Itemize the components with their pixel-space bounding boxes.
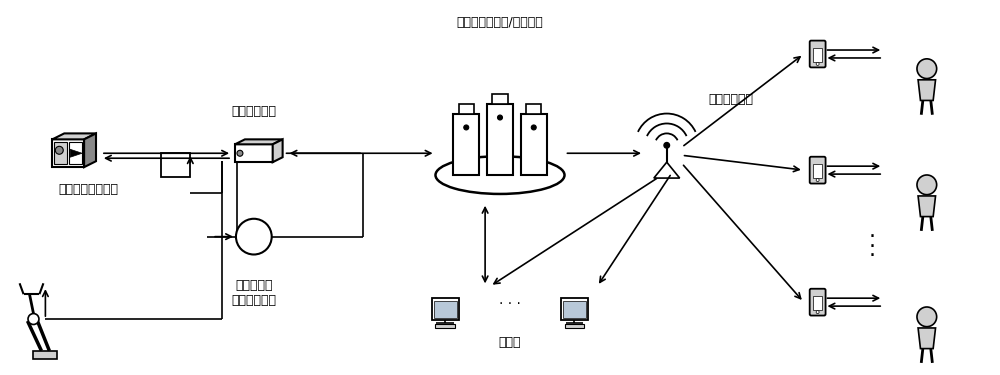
Bar: [563, 301, 586, 318]
Polygon shape: [918, 328, 936, 349]
Bar: [161, 153, 190, 177]
Text: ·: ·: [869, 246, 876, 267]
Polygon shape: [52, 134, 96, 140]
Polygon shape: [54, 142, 67, 164]
Polygon shape: [918, 196, 936, 217]
Bar: [459, 104, 474, 114]
Bar: [813, 164, 822, 178]
Circle shape: [917, 59, 937, 78]
Polygon shape: [52, 140, 84, 167]
Text: 待检测产品传送带: 待检测产品传送带: [58, 183, 118, 196]
Bar: [521, 114, 547, 175]
Bar: [487, 104, 513, 175]
Text: . . .: . . .: [499, 293, 521, 307]
Polygon shape: [235, 144, 273, 162]
Text: ·: ·: [869, 237, 876, 256]
Polygon shape: [918, 80, 936, 100]
Circle shape: [917, 307, 937, 327]
Bar: [33, 351, 57, 359]
Circle shape: [28, 314, 39, 324]
Circle shape: [236, 219, 272, 255]
Bar: [453, 114, 479, 175]
Text: 无线网络信号: 无线网络信号: [708, 93, 753, 106]
Text: 网络交换设备: 网络交换设备: [231, 105, 276, 117]
Circle shape: [464, 125, 469, 130]
Circle shape: [816, 310, 819, 314]
Polygon shape: [235, 140, 283, 144]
Bar: [813, 48, 822, 62]
Bar: [432, 298, 459, 320]
Bar: [434, 301, 457, 318]
Bar: [526, 104, 541, 114]
FancyBboxPatch shape: [810, 40, 826, 68]
Polygon shape: [654, 162, 680, 178]
Bar: [565, 324, 584, 328]
Circle shape: [816, 62, 819, 65]
Text: 智能检测云平台/数据中心: 智能检测云平台/数据中心: [457, 16, 543, 29]
Bar: [561, 298, 588, 320]
Text: ·: ·: [869, 226, 876, 247]
Bar: [435, 324, 455, 328]
Circle shape: [55, 146, 63, 154]
Circle shape: [531, 125, 536, 130]
Polygon shape: [84, 134, 96, 167]
Polygon shape: [69, 142, 82, 164]
FancyBboxPatch shape: [810, 289, 826, 315]
Bar: [492, 94, 508, 104]
Circle shape: [664, 142, 670, 148]
Text: 控制端: 控制端: [499, 336, 521, 349]
Polygon shape: [70, 149, 82, 157]
Polygon shape: [273, 140, 283, 162]
FancyBboxPatch shape: [810, 157, 826, 183]
Circle shape: [917, 175, 937, 195]
Ellipse shape: [435, 156, 565, 194]
Circle shape: [816, 178, 819, 182]
Circle shape: [237, 150, 243, 156]
Bar: [813, 296, 822, 310]
Text: 立体式筛选
候选区传送带: 立体式筛选 候选区传送带: [231, 279, 276, 308]
Circle shape: [498, 115, 502, 120]
